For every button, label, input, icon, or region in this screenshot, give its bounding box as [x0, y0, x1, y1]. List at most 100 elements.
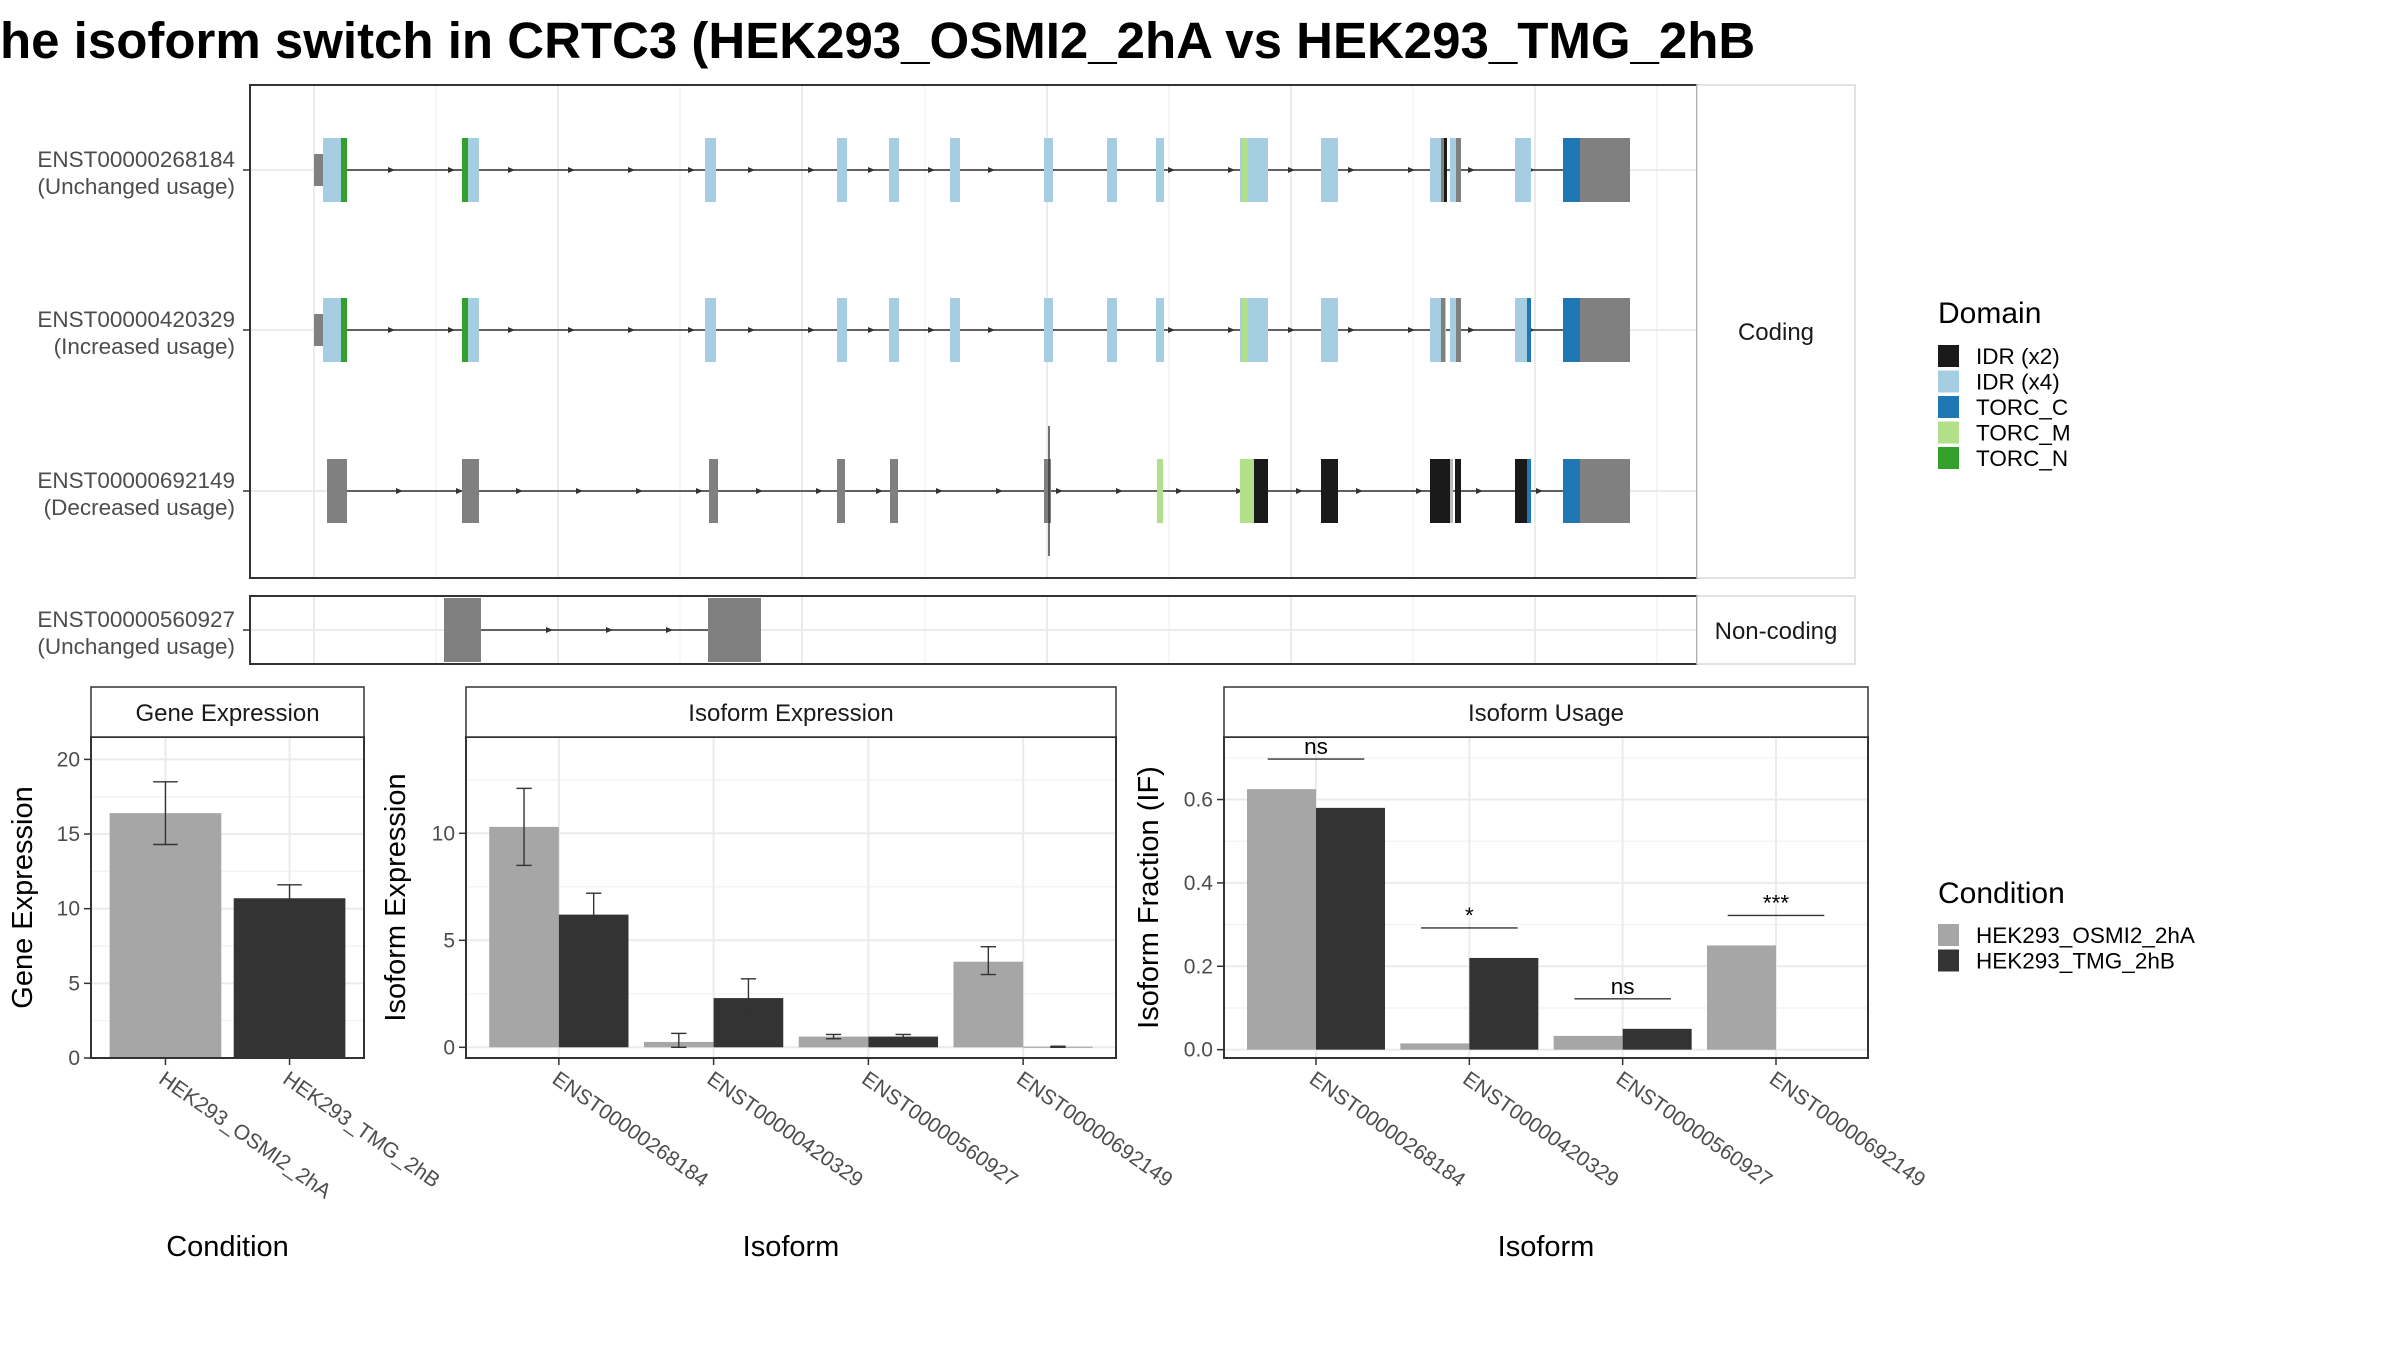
- direction-arrow: [1348, 167, 1355, 173]
- direction-arrow: [568, 327, 575, 333]
- legend-label: TORC_M: [1976, 421, 2071, 446]
- isoform-usage-label: (Increased usage): [54, 334, 235, 359]
- direction-arrow: [1056, 488, 1063, 494]
- legend-swatch: [1938, 924, 1959, 946]
- direction-arrow: [748, 167, 755, 173]
- idr-x2-segment: [1444, 138, 1447, 202]
- significance-label: ns: [1611, 974, 1635, 999]
- x-tick-label: ENST00000268184: [1305, 1067, 1470, 1192]
- bar: [1316, 807, 1385, 1050]
- direction-arrow: [928, 327, 935, 333]
- x-tick-label: ENST00000268184: [548, 1067, 713, 1192]
- domain-segment: [1321, 298, 1338, 362]
- isoform-usage-label: (Unchanged usage): [37, 634, 235, 659]
- direction-arrow: [1408, 167, 1415, 173]
- domain-segment: [465, 298, 479, 362]
- direction-arrow: [456, 488, 463, 494]
- coding-strip-label: Coding: [1738, 319, 1814, 346]
- bar: [953, 961, 1024, 1048]
- y-tick-label: 5: [68, 972, 80, 995]
- torc-n-segment: [341, 298, 347, 362]
- bar: [868, 1036, 939, 1048]
- coding-strip: [1696, 84, 1856, 579]
- domain-segment: [1107, 298, 1117, 362]
- direction-arrow: [936, 488, 943, 494]
- noncoding-strip-label: Non-coding: [1715, 618, 1838, 645]
- bar: [1400, 1043, 1470, 1050]
- panel-isoform-usage: ns * ns *** Isoform Usage 0.0 0.2 0.4 0.6 ENST000…: [1133, 686, 1929, 1263]
- direction-arrow: [1408, 327, 1415, 333]
- legend-label: HEK293_TMG_2hB: [1976, 949, 2175, 974]
- legend-label: IDR (x2): [1976, 344, 2060, 369]
- y-tick-label: 5: [443, 929, 455, 952]
- x-tick-label: ENST00000560927: [1612, 1067, 1776, 1192]
- direction-arrow: [1468, 167, 1475, 173]
- direction-arrow: [628, 327, 635, 333]
- domain-segment: [323, 138, 341, 202]
- exon: [708, 598, 761, 662]
- panel-isoform-expression: Isoform Expression0510ENST00000268184ENS…: [380, 686, 1177, 1263]
- direction-arrow: [1228, 167, 1235, 173]
- direction-arrow: [868, 327, 875, 333]
- idr-x2-segment: [1515, 459, 1527, 523]
- y-axis-title: Gene Expression: [7, 786, 39, 1008]
- exon: [1456, 138, 1461, 202]
- domain-segment: [1450, 138, 1458, 202]
- domain-segment: [1515, 138, 1531, 202]
- domain-segment: [1156, 138, 1164, 202]
- exon: [1450, 459, 1453, 523]
- isoform-usage-label: (Decreased usage): [44, 495, 235, 520]
- direction-arrow: [628, 167, 635, 173]
- bar: [233, 898, 346, 1058]
- domain-segment: [1156, 298, 1164, 362]
- domain-segment: [837, 138, 847, 202]
- exon: [1044, 459, 1051, 523]
- x-tick-label: ENST00000420329: [1458, 1067, 1622, 1192]
- direction-arrow: [988, 327, 995, 333]
- torc-c-segment: [1563, 298, 1580, 362]
- direction-arrow: [928, 167, 935, 173]
- y-tick-label: 0.0: [1184, 1039, 1213, 1062]
- y-tick-label: 0.2: [1184, 955, 1213, 978]
- domain-legend-title: Domain: [1938, 297, 2041, 330]
- y-tick-label: 0: [68, 1047, 80, 1070]
- exon: [462, 459, 479, 523]
- direction-arrow: [1468, 327, 1475, 333]
- legend-swatch: [1938, 949, 1959, 972]
- isoform-id-label: ENST00000420329: [37, 307, 235, 332]
- direction-arrow: [996, 488, 1003, 494]
- exon: [1441, 138, 1445, 202]
- direction-arrow: [808, 327, 815, 333]
- direction-arrow: [756, 488, 763, 494]
- direction-arrow: [1348, 327, 1355, 333]
- torc-n-segment: [341, 138, 347, 202]
- isoform-id-label: ENST00000692149: [37, 468, 235, 493]
- direction-arrow: [568, 167, 575, 173]
- direction-arrow: [1176, 488, 1183, 494]
- legend-label: TORC_N: [1976, 446, 2068, 471]
- panel-strip-label: Gene Expression: [135, 700, 319, 727]
- x-axis-title: Condition: [166, 1231, 289, 1263]
- domain-segment: [323, 298, 341, 362]
- direction-arrow: [388, 327, 395, 333]
- exon: [890, 459, 898, 523]
- direction-arrow: [688, 327, 695, 333]
- direction-arrow: [688, 167, 695, 173]
- direction-arrow: [1288, 167, 1295, 173]
- bar: [1553, 1035, 1623, 1050]
- bar: [1469, 957, 1539, 1050]
- y-tick-label: 20: [57, 748, 80, 771]
- isoform-structure-panel: CodingNon-codingENST00000268184(Unchange…: [37, 84, 1856, 665]
- x-tick-label: ENST00000692149: [1012, 1067, 1176, 1192]
- y-tick-label: 15: [57, 823, 80, 846]
- exon: [1580, 459, 1630, 523]
- significance-label: *: [1465, 903, 1474, 928]
- bar: [558, 914, 629, 1048]
- legend-swatch: [1938, 447, 1959, 469]
- y-axis-title: Isoform Expression: [380, 773, 412, 1021]
- y-tick-label: 10: [57, 898, 80, 921]
- idr-x2-segment: [1321, 459, 1338, 523]
- torc-m-segment: [1242, 138, 1248, 202]
- domain-segment: [1107, 138, 1117, 202]
- direction-arrow: [1168, 167, 1175, 173]
